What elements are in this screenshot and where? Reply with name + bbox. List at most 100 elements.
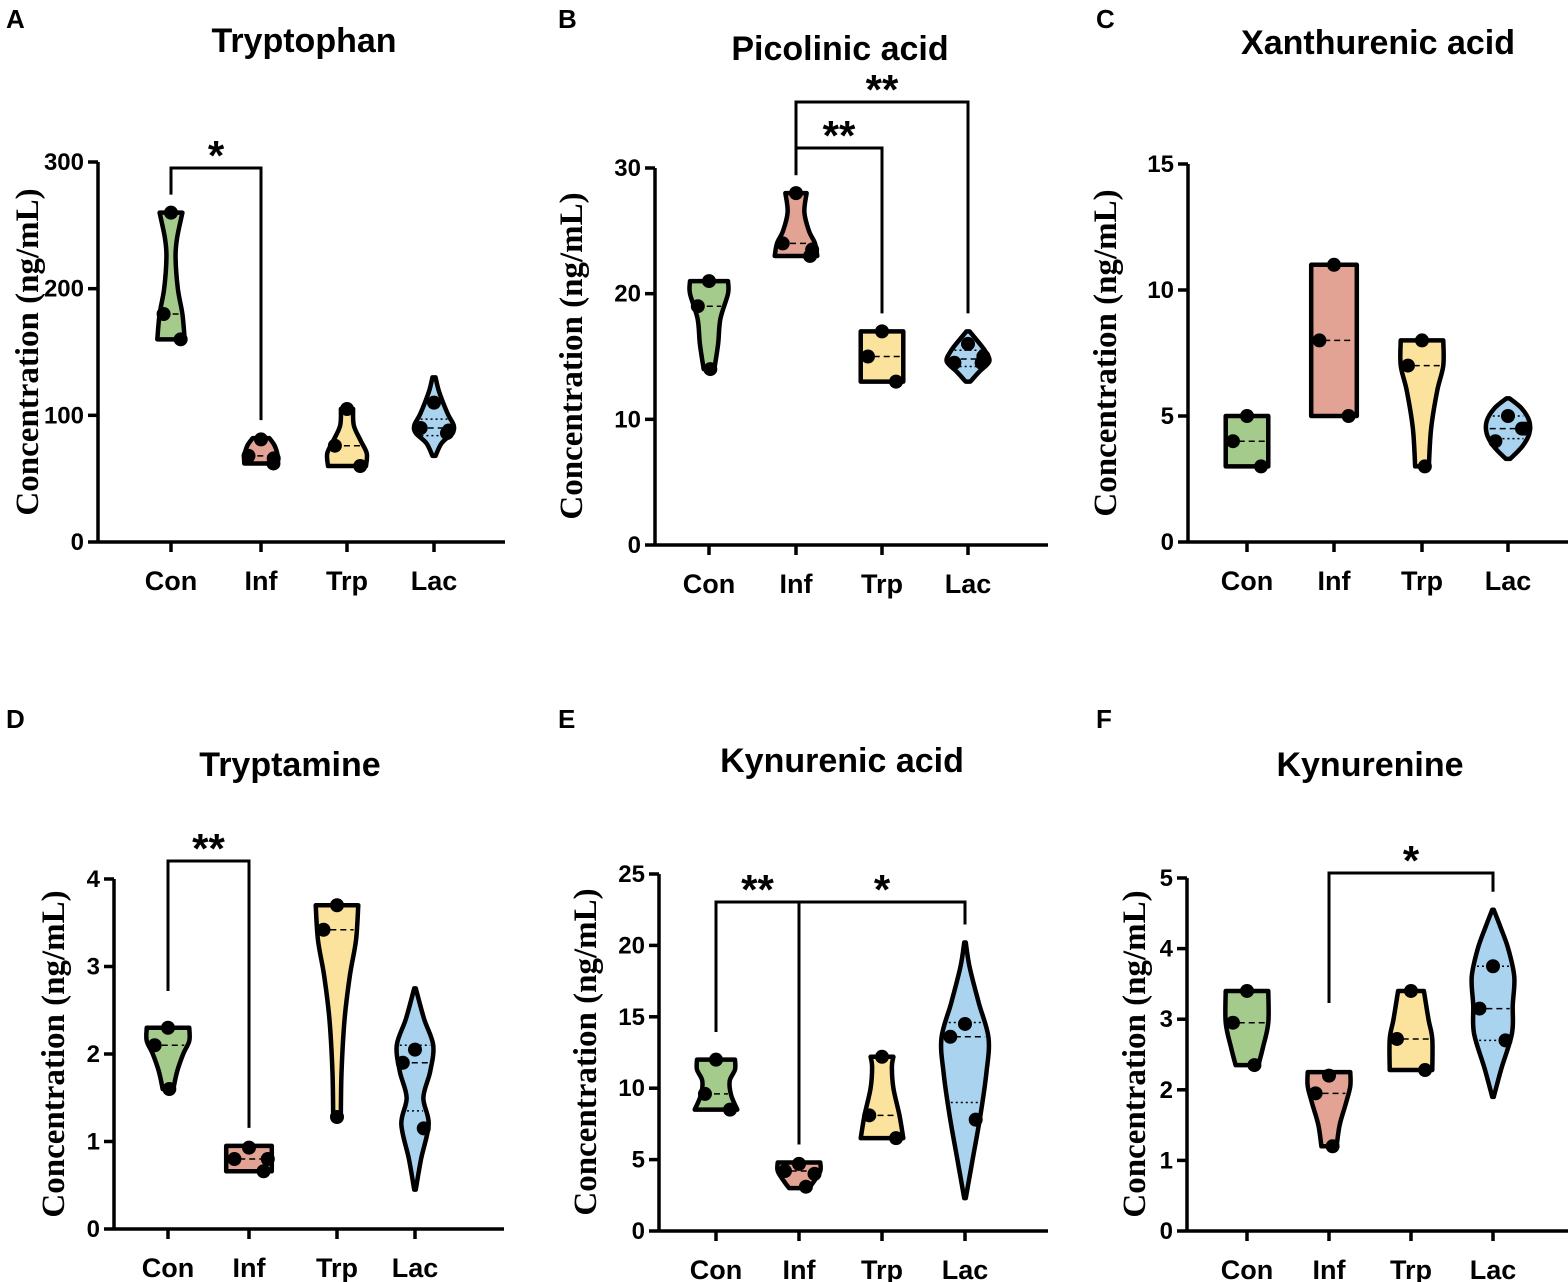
x-tick-label: Trp (1390, 1255, 1432, 1282)
y-tick-label: 5 (1161, 403, 1174, 430)
x-tick-label: Lac (392, 1253, 439, 1282)
significance-label: ** (866, 66, 899, 113)
data-point (227, 1152, 242, 1166)
data-point (156, 307, 171, 321)
panel-a: A Tryptophan Concentration (ng/mL) 0 100 200 3… (6, 4, 505, 596)
data-point (256, 1164, 271, 1179)
data-point (958, 1016, 972, 1031)
data-point (1486, 959, 1500, 974)
data-point (1240, 983, 1254, 998)
y-tick-label: 5 (632, 1147, 645, 1174)
panel-e: E Kynurenic acid Concentration (ng/mL) 0 5 10… (558, 704, 1048, 1282)
data-point (1325, 1139, 1340, 1154)
data-point (1240, 409, 1254, 423)
y-axis-label: Concentration (ng/mL) (10, 188, 46, 515)
x-tick-label: Lac (411, 566, 458, 596)
data-point (330, 1110, 344, 1124)
y-tick-label: 4 (87, 866, 101, 893)
y-axis-label: Concentration (ng/mL) (36, 890, 72, 1217)
panel-letter: A (6, 4, 25, 34)
x-tick-label: Lac (945, 569, 992, 599)
data-point (1225, 1015, 1240, 1030)
data-point (805, 242, 820, 257)
panel-letter: B (558, 4, 577, 34)
significance-bracket (1327, 871, 1495, 1003)
data-point (1472, 1001, 1487, 1016)
significance-label: * (874, 866, 891, 913)
y-tick-label: 10 (614, 406, 641, 433)
violin-con (687, 278, 731, 372)
panel-letter: E (558, 704, 575, 734)
y-axis-label: Concentration (ng/mL) (1088, 189, 1124, 516)
significance-label: * (1403, 837, 1420, 884)
data-point (777, 1164, 792, 1179)
data-point (875, 324, 889, 339)
data-point (1417, 459, 1432, 474)
chart-title: Tryptophan (211, 22, 396, 60)
y-tick-label: 15 (1147, 151, 1174, 178)
significance-label: * (208, 132, 225, 179)
data-point (316, 922, 331, 937)
data-point (242, 1140, 256, 1155)
data-point (1400, 358, 1415, 373)
data-point (260, 1152, 275, 1166)
data-point (1501, 409, 1515, 423)
y-tick-label: 15 (618, 1004, 645, 1031)
y-axis-label: Concentration (ng/mL) (568, 888, 604, 1215)
x-tick-label: Lac (942, 1255, 989, 1282)
y-tick-label: 0 (628, 532, 641, 559)
data-point (889, 374, 904, 389)
panel-b: B Picolinic acid Concentration (ng/mL) 0 10 2… (554, 4, 1048, 599)
violin-trp (858, 329, 906, 384)
significance-label: ** (741, 866, 774, 913)
violin-trp (313, 903, 361, 1120)
data-point (976, 349, 991, 364)
y-tick-label: 300 (44, 149, 84, 176)
data-point (798, 1179, 813, 1194)
data-point (340, 402, 354, 416)
data-point (862, 1108, 877, 1123)
panel-c: C Xanthurenic acid Concentration (ng/mL) 0 5… (1088, 4, 1568, 596)
y-tick-label: 30 (614, 155, 641, 182)
data-point (703, 362, 718, 377)
data-point (1498, 1033, 1513, 1048)
y-tick-label: 5 (1160, 865, 1173, 892)
violin-inf (1305, 1069, 1353, 1149)
x-tick-label: Inf (245, 566, 279, 596)
y-tick-label: 2 (87, 1041, 100, 1068)
data-point (1247, 1058, 1262, 1073)
violin-con (692, 1057, 740, 1112)
x-tick-label: Inf (780, 569, 814, 599)
data-point (1327, 257, 1341, 272)
data-point (807, 1166, 822, 1181)
data-point (702, 274, 716, 289)
data-point (164, 205, 178, 220)
y-axis-label: Concentration (ng/mL) (1117, 890, 1153, 1217)
data-point (1225, 434, 1240, 449)
y-tick-label: 0 (1160, 1218, 1173, 1245)
chart-title: Tryptamine (199, 746, 380, 784)
x-tick-label: Trp (1401, 566, 1443, 596)
chart-title: Xanthurenic acid (1241, 24, 1515, 62)
y-tick-label: 10 (618, 1075, 645, 1102)
x-tick-label: Inf (1313, 1255, 1347, 1282)
y-tick-label: 25 (618, 861, 645, 888)
data-point (792, 1156, 806, 1171)
panel-d: D Tryptamine Concentration (ng/mL) 0 1 2 3 4 Con… (6, 704, 504, 1282)
violin-lac (1469, 907, 1517, 1100)
data-point (1322, 1068, 1336, 1083)
significance-bracket (797, 900, 967, 1032)
x-tick-label: Lac (1485, 566, 1532, 596)
x-tick-label: Con (142, 1253, 194, 1282)
data-point (943, 1029, 958, 1044)
chart-title: Picolinic acid (731, 30, 948, 68)
data-point (441, 423, 456, 438)
data-point (416, 1121, 431, 1136)
x-tick-label: Con (690, 1255, 742, 1282)
x-tick-label: Lac (1470, 1255, 1517, 1282)
panel-letter: D (6, 704, 25, 734)
significance-label: ** (192, 825, 225, 872)
y-tick-label: 0 (1161, 529, 1174, 556)
violin-con (1223, 988, 1271, 1068)
